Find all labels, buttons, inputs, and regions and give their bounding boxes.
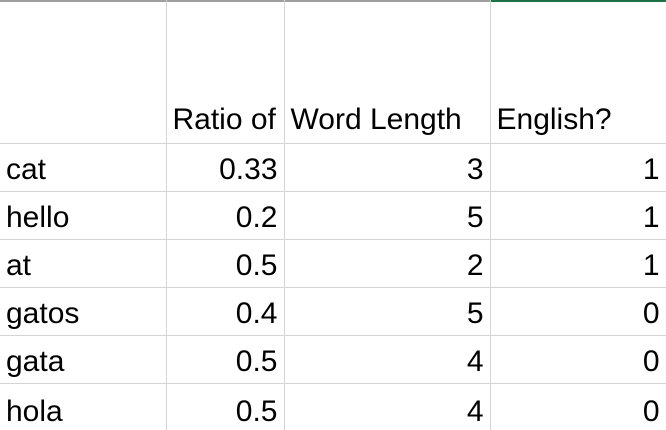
ratio-cell[interactable]: 0.4 [166, 287, 285, 336]
english-cell[interactable]: 1 [490, 239, 666, 288]
english-cell[interactable]: 1 [490, 143, 666, 192]
table-row: hello 0.2 5 1 [0, 191, 666, 240]
word-cell[interactable]: cat [0, 143, 167, 192]
word-cell[interactable]: gatos [0, 287, 167, 336]
word-length-cell[interactable]: 5 [284, 287, 491, 336]
english-cell[interactable]: 0 [490, 383, 666, 430]
table-row: cat 0.33 3 1 [0, 143, 666, 192]
ratio-cell[interactable]: 0.2 [166, 191, 285, 240]
english-cell[interactable]: 0 [490, 287, 666, 336]
table-row: hola 0.5 4 0 [0, 383, 666, 430]
header-english-cell[interactable]: English? [490, 0, 666, 144]
ratio-cell[interactable]: 0.5 [166, 383, 285, 430]
ratio-cell[interactable]: 0.5 [166, 239, 285, 288]
table-row: gata 0.5 4 0 [0, 335, 666, 384]
english-cell[interactable]: 0 [490, 335, 666, 384]
table-row: gatos 0.4 5 0 [0, 287, 666, 336]
word-length-cell[interactable]: 4 [284, 383, 491, 430]
ratio-cell[interactable]: 0.5 [166, 335, 285, 384]
header-ratio-cell[interactable]: Ratio of [166, 0, 285, 144]
word-cell[interactable]: gata [0, 335, 167, 384]
word-cell[interactable]: hello [0, 191, 167, 240]
ratio-cell[interactable]: 0.33 [166, 143, 285, 192]
word-cell[interactable]: at [0, 239, 167, 288]
cell-a1[interactable] [0, 0, 167, 144]
word-cell[interactable]: hola [0, 383, 167, 430]
header-row: Ratio of Word Length English? [0, 0, 666, 144]
table-row: at 0.5 2 1 [0, 239, 666, 288]
english-cell[interactable]: 1 [490, 191, 666, 240]
header-word-length-cell[interactable]: Word Length [284, 0, 491, 144]
word-length-cell[interactable]: 5 [284, 191, 491, 240]
word-length-cell[interactable]: 4 [284, 335, 491, 384]
word-length-cell[interactable]: 3 [284, 143, 491, 192]
word-length-cell[interactable]: 2 [284, 239, 491, 288]
